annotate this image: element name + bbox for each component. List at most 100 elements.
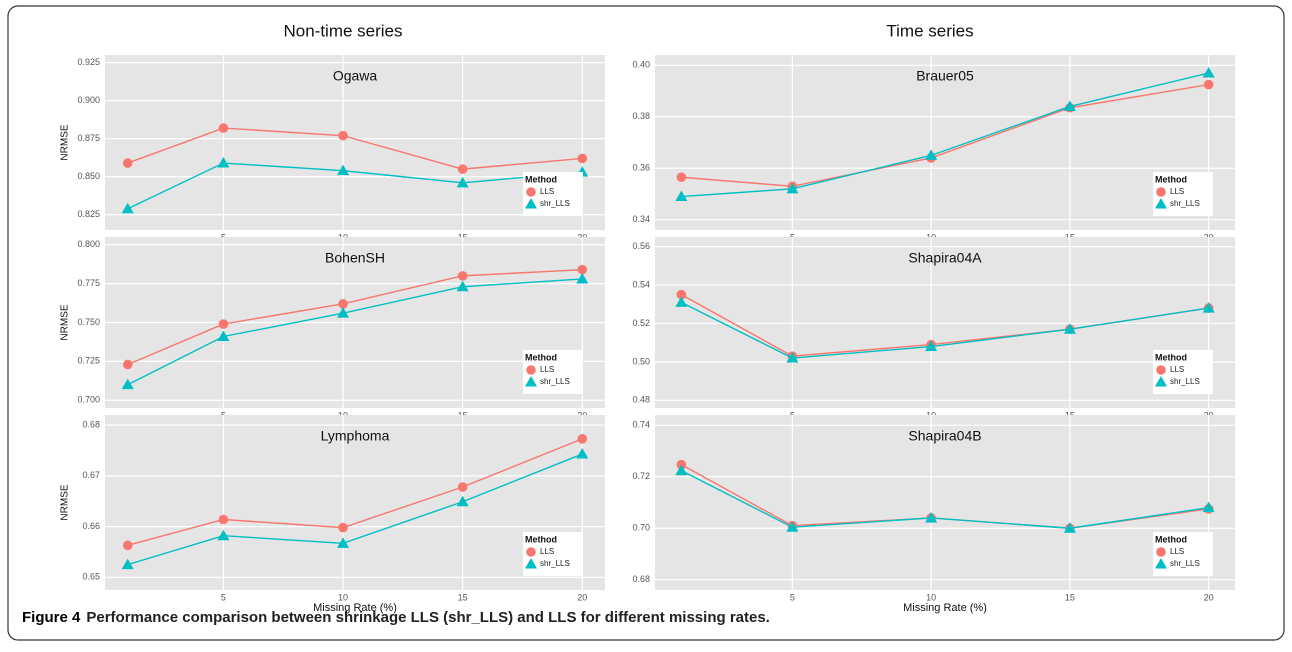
legend-marker xyxy=(526,547,536,557)
plot-background xyxy=(105,415,605,590)
plot-background xyxy=(655,237,1235,408)
panel-title: Lymphoma xyxy=(321,428,390,444)
point xyxy=(1202,501,1215,513)
point xyxy=(122,158,133,168)
caption-label: Figure 4 xyxy=(22,609,81,626)
point xyxy=(577,153,588,164)
point xyxy=(457,164,468,174)
y-tick-label: 0.38 xyxy=(632,111,650,121)
y-tick-label: 0.700 xyxy=(77,395,100,405)
panel-title: Ogawa xyxy=(333,68,378,84)
plot-background xyxy=(105,55,605,230)
legend-marker xyxy=(1156,187,1166,197)
point xyxy=(675,464,688,476)
x-axis-label: Missing Rate (%) xyxy=(313,602,397,614)
plot-background xyxy=(655,55,1235,230)
point xyxy=(217,529,230,541)
point xyxy=(576,448,589,459)
x-tick-label: 5 xyxy=(790,592,795,602)
point xyxy=(675,190,688,202)
y-tick-label: 0.74 xyxy=(632,420,650,430)
point xyxy=(218,514,229,525)
y-axis-label: NRMSE xyxy=(60,484,71,520)
point xyxy=(1203,79,1214,90)
point xyxy=(925,340,938,352)
x-tick-label: 15 xyxy=(458,592,468,602)
legend-label: LLS xyxy=(1170,187,1184,196)
x-tick-label: 10 xyxy=(338,592,348,602)
legend-label: LLS xyxy=(1170,365,1184,374)
legend-marker xyxy=(1156,547,1166,557)
legend-marker xyxy=(526,365,536,375)
y-tick-label: 0.36 xyxy=(632,163,650,173)
point xyxy=(1063,522,1076,533)
point xyxy=(456,495,469,507)
legend-title: Method xyxy=(525,534,557,544)
x-tick-label: 20 xyxy=(1204,592,1214,602)
point xyxy=(337,307,350,318)
y-tick-label: 0.725 xyxy=(77,356,100,366)
legend-marker xyxy=(525,376,537,387)
legend-title: Method xyxy=(1155,352,1187,362)
caption: Figure 4 Performance comparison between s… xyxy=(22,609,770,626)
point xyxy=(121,378,134,390)
legend-marker xyxy=(1155,558,1167,569)
point xyxy=(925,511,938,523)
point xyxy=(676,172,687,183)
y-tick-label: 0.72 xyxy=(632,471,650,481)
y-tick-label: 0.70 xyxy=(632,523,650,533)
panel-title: Shapira04B xyxy=(908,428,981,444)
point xyxy=(337,164,350,176)
legend-label: LLS xyxy=(540,547,554,556)
x-tick-label: 15 xyxy=(1065,592,1075,602)
point xyxy=(338,522,348,533)
point xyxy=(786,352,799,363)
y-tick-label: 0.800 xyxy=(77,239,100,249)
y-tick-label: 0.750 xyxy=(77,317,100,327)
legend-title: Method xyxy=(525,174,557,184)
legend-label: LLS xyxy=(540,365,554,374)
x-tick-label: 20 xyxy=(577,592,587,602)
y-tick-label: 0.40 xyxy=(632,60,650,70)
point xyxy=(122,540,133,551)
y-tick-label: 0.48 xyxy=(632,395,650,405)
legend-marker xyxy=(525,198,537,209)
y-tick-label: 0.56 xyxy=(632,241,650,251)
y-tick-label: 0.52 xyxy=(632,318,650,328)
y-tick-label: 0.65 xyxy=(82,572,100,582)
legend-label: shr_LLS xyxy=(540,377,570,386)
point xyxy=(1063,323,1076,334)
y-tick-label: 0.850 xyxy=(77,171,100,181)
legend-marker xyxy=(1155,376,1167,387)
point xyxy=(1202,302,1215,313)
point xyxy=(456,176,469,188)
point xyxy=(121,202,134,214)
legend-title: Method xyxy=(525,352,557,362)
legend-title: Method xyxy=(1155,174,1187,184)
legend-label: LLS xyxy=(540,187,554,196)
y-tick-label: 0.68 xyxy=(82,420,100,430)
y-tick-label: 0.34 xyxy=(632,214,650,224)
point xyxy=(121,558,134,570)
point xyxy=(786,521,799,532)
y-tick-label: 0.925 xyxy=(77,57,100,67)
legend-marker xyxy=(1155,198,1167,209)
legend-marker xyxy=(1156,365,1166,375)
y-tick-label: 0.775 xyxy=(77,278,100,288)
point xyxy=(457,482,468,492)
x-axis-label: Missing Rate (%) xyxy=(903,602,987,614)
y-tick-label: 0.66 xyxy=(82,521,100,531)
caption-text: Performance comparison between shrinkage… xyxy=(86,609,769,626)
y-tick-label: 0.50 xyxy=(632,356,650,366)
y-tick-label: 0.68 xyxy=(632,574,650,584)
legend-label: shr_LLS xyxy=(540,199,570,208)
legend-label: shr_LLS xyxy=(1170,377,1200,386)
point xyxy=(675,296,688,307)
point xyxy=(217,157,230,168)
x-tick-label: 5 xyxy=(221,592,226,602)
legend-label: LLS xyxy=(1170,547,1184,556)
point xyxy=(676,289,687,300)
y-tick-label: 0.54 xyxy=(632,279,650,289)
legend-title: Method xyxy=(1155,534,1187,544)
